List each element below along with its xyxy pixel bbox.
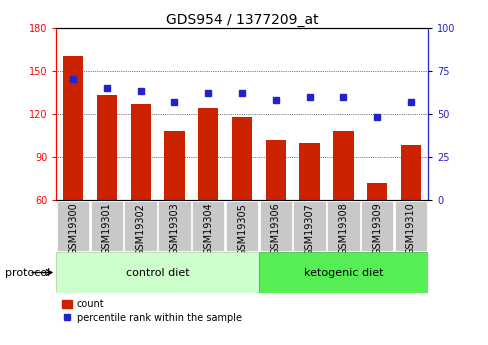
Text: GSM19300: GSM19300	[68, 203, 78, 255]
Text: ketogenic diet: ketogenic diet	[303, 268, 383, 277]
Text: GSM19302: GSM19302	[136, 203, 145, 256]
Bar	[97, 95, 117, 286]
Bar	[164, 131, 184, 286]
FancyBboxPatch shape	[360, 201, 393, 251]
FancyBboxPatch shape	[158, 201, 190, 251]
Bar	[333, 131, 353, 286]
Bar	[400, 146, 420, 286]
FancyBboxPatch shape	[57, 201, 89, 251]
Bar	[130, 104, 150, 286]
FancyBboxPatch shape	[259, 252, 427, 293]
Text: GSM19303: GSM19303	[169, 203, 179, 255]
Text: GSM19309: GSM19309	[371, 203, 382, 255]
FancyBboxPatch shape	[326, 201, 359, 251]
Bar	[63, 56, 83, 286]
Text: GSM19305: GSM19305	[237, 203, 246, 256]
FancyBboxPatch shape	[394, 201, 427, 251]
Text: GSM19306: GSM19306	[270, 203, 280, 255]
Text: GSM19301: GSM19301	[102, 203, 112, 255]
FancyBboxPatch shape	[124, 201, 157, 251]
FancyBboxPatch shape	[192, 201, 224, 251]
Text: GSM19310: GSM19310	[405, 203, 415, 255]
FancyBboxPatch shape	[56, 252, 259, 293]
FancyBboxPatch shape	[90, 201, 123, 251]
Text: control diet: control diet	[125, 268, 189, 277]
Text: GSM19308: GSM19308	[338, 203, 347, 255]
Text: GSM19304: GSM19304	[203, 203, 213, 255]
FancyBboxPatch shape	[259, 201, 291, 251]
Title: GDS954 / 1377209_at: GDS954 / 1377209_at	[165, 12, 318, 27]
Bar	[299, 142, 319, 286]
Bar	[366, 183, 386, 286]
Text: protocol: protocol	[5, 268, 50, 277]
Bar	[231, 117, 252, 286]
FancyBboxPatch shape	[225, 201, 258, 251]
Text: GSM19307: GSM19307	[304, 203, 314, 256]
Bar	[198, 108, 218, 286]
Legend: count, percentile rank within the sample: count, percentile rank within the sample	[61, 298, 242, 324]
Bar	[265, 140, 285, 286]
FancyBboxPatch shape	[293, 201, 325, 251]
